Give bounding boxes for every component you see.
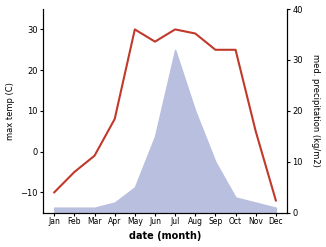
X-axis label: date (month): date (month) (129, 231, 201, 242)
Y-axis label: med. precipitation (kg/m2): med. precipitation (kg/m2) (311, 54, 320, 167)
Y-axis label: max temp (C): max temp (C) (6, 82, 15, 140)
